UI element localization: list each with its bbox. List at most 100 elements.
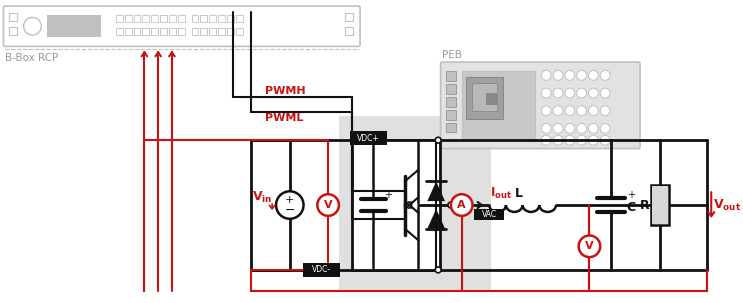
Circle shape: [542, 124, 551, 133]
Circle shape: [600, 135, 610, 145]
Text: +: +: [285, 195, 294, 205]
Circle shape: [565, 71, 574, 80]
Circle shape: [600, 71, 610, 80]
Bar: [486, 93, 498, 105]
Bar: [116, 28, 123, 35]
Text: V: V: [585, 241, 594, 251]
Circle shape: [600, 88, 610, 98]
Bar: [218, 28, 225, 35]
Circle shape: [553, 71, 563, 80]
Bar: [210, 15, 216, 22]
Text: $\mathbf{I_{out}}$: $\mathbf{I_{out}}$: [490, 186, 512, 201]
Circle shape: [565, 124, 574, 133]
Bar: [446, 84, 455, 94]
Text: +: +: [384, 190, 392, 200]
Bar: [227, 28, 234, 35]
Circle shape: [565, 106, 574, 116]
Bar: [143, 15, 149, 22]
Bar: [201, 28, 207, 35]
Bar: [475, 209, 504, 220]
Bar: [160, 28, 167, 35]
Text: R: R: [640, 198, 649, 211]
Bar: [201, 15, 207, 22]
Circle shape: [451, 194, 473, 216]
Circle shape: [24, 17, 42, 35]
FancyBboxPatch shape: [4, 6, 360, 46]
Bar: [472, 83, 497, 111]
Bar: [466, 77, 503, 118]
Text: L: L: [515, 187, 522, 200]
Bar: [210, 28, 216, 35]
Bar: [134, 28, 140, 35]
Bar: [227, 15, 234, 22]
Text: PEB: PEB: [442, 50, 462, 60]
Circle shape: [448, 202, 454, 208]
Circle shape: [577, 88, 586, 98]
Bar: [302, 263, 340, 277]
Bar: [446, 72, 455, 81]
Bar: [236, 15, 243, 22]
Circle shape: [542, 71, 551, 80]
Text: PWML: PWML: [265, 113, 304, 123]
Bar: [345, 13, 353, 21]
Circle shape: [588, 71, 598, 80]
Circle shape: [553, 135, 563, 145]
Circle shape: [577, 124, 586, 133]
Circle shape: [435, 137, 441, 143]
Text: A: A: [458, 200, 466, 210]
Bar: [339, 116, 491, 292]
Circle shape: [553, 106, 563, 116]
Circle shape: [435, 267, 441, 273]
Bar: [446, 97, 455, 107]
Text: VDC+: VDC+: [357, 134, 380, 143]
Text: −: −: [285, 203, 295, 216]
Circle shape: [588, 135, 598, 145]
Circle shape: [577, 106, 586, 116]
Bar: [9, 27, 16, 35]
Bar: [169, 15, 176, 22]
FancyBboxPatch shape: [441, 62, 640, 148]
Circle shape: [577, 135, 586, 145]
Bar: [350, 132, 387, 145]
Bar: [152, 15, 158, 22]
Bar: [143, 28, 149, 35]
Circle shape: [565, 135, 574, 145]
Circle shape: [542, 106, 551, 116]
Circle shape: [588, 124, 598, 133]
Text: B-Box RCP: B-Box RCP: [5, 53, 58, 63]
Circle shape: [579, 235, 600, 257]
Bar: [47, 15, 101, 37]
Circle shape: [553, 124, 563, 133]
Circle shape: [600, 106, 610, 116]
Circle shape: [542, 135, 551, 145]
Bar: [169, 28, 176, 35]
Text: $\mathbf{V_{out}}$: $\mathbf{V_{out}}$: [713, 198, 742, 213]
Text: C: C: [627, 201, 636, 214]
Circle shape: [542, 88, 551, 98]
Text: V: V: [324, 200, 332, 210]
Bar: [192, 15, 198, 22]
Text: +: +: [627, 190, 635, 200]
Bar: [351, 140, 440, 270]
Bar: [652, 186, 668, 224]
Text: VAC: VAC: [481, 210, 497, 219]
Bar: [236, 28, 243, 35]
Bar: [178, 28, 185, 35]
Bar: [192, 28, 198, 35]
Circle shape: [276, 191, 304, 219]
Circle shape: [317, 194, 339, 216]
Text: $\mathbf{V_{in}}$: $\mathbf{V_{in}}$: [252, 190, 272, 205]
Circle shape: [565, 88, 574, 98]
Bar: [134, 15, 140, 22]
Polygon shape: [427, 181, 445, 201]
Circle shape: [588, 106, 598, 116]
Bar: [652, 185, 669, 225]
Circle shape: [553, 88, 563, 98]
Bar: [152, 28, 158, 35]
Bar: [160, 15, 167, 22]
Bar: [446, 122, 455, 132]
Bar: [125, 15, 132, 22]
Bar: [218, 15, 225, 22]
Bar: [125, 28, 132, 35]
Text: VDC-: VDC-: [311, 265, 331, 275]
